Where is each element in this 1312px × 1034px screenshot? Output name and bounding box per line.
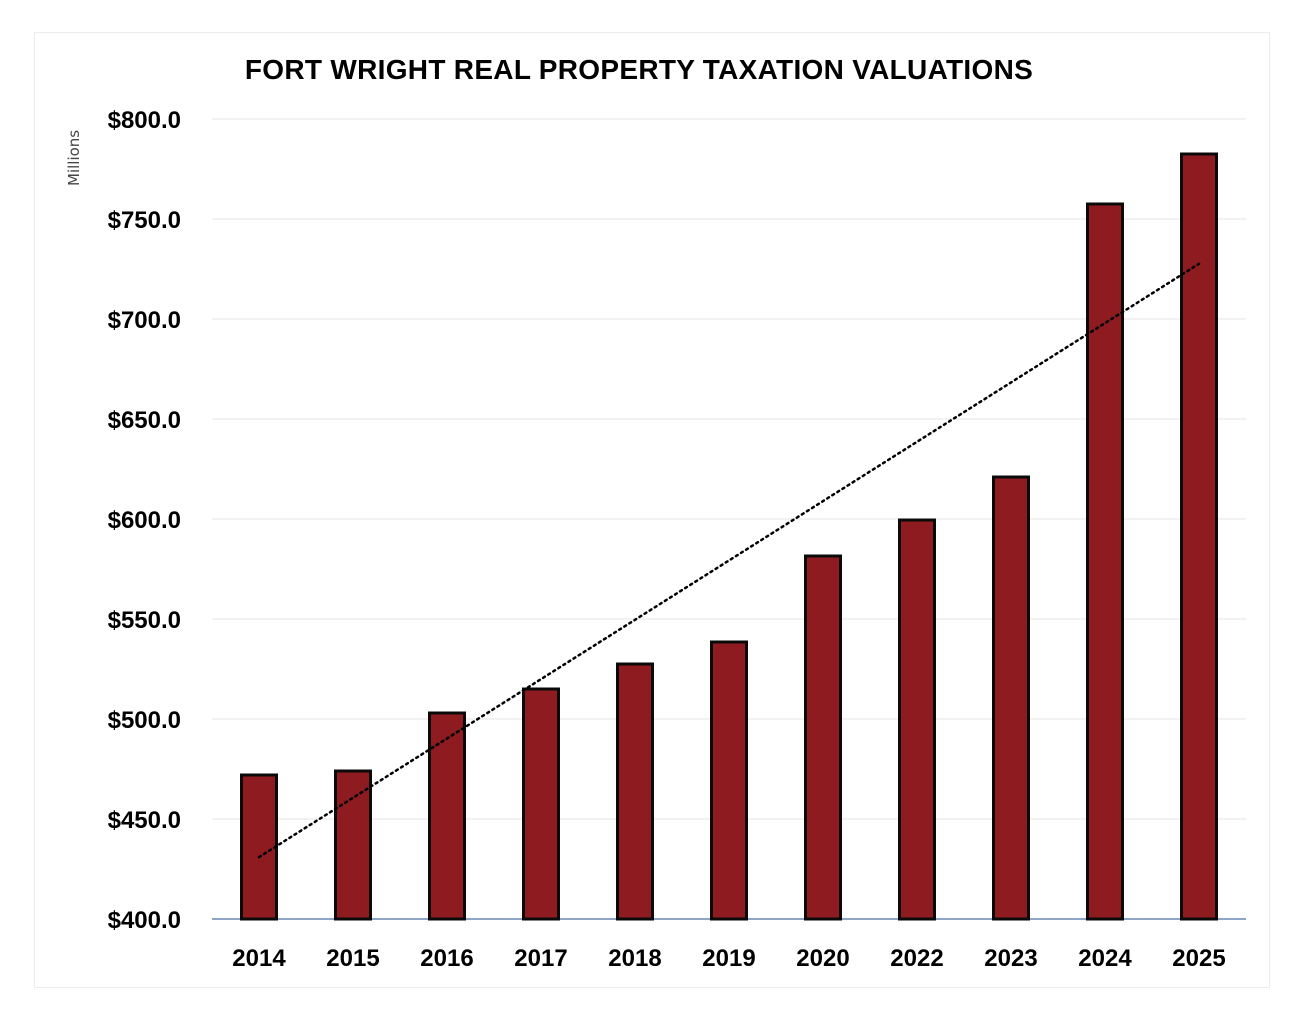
y-tick-label: $750.0: [108, 207, 181, 234]
y-tick-label: $650.0: [108, 407, 181, 434]
bar-2017: [522, 687, 560, 921]
y-tick-label: $450.0: [108, 807, 181, 834]
x-tick-labels: 2014 2015 2016 2017 2018 2019 2020 2022 2023 2024…: [232, 945, 1225, 972]
bar-2014: [240, 773, 278, 921]
x-tick-label: 2022: [890, 945, 943, 972]
bar-2024: [1086, 202, 1124, 921]
bar-2018: [616, 662, 654, 921]
x-tick-label: 2023: [984, 945, 1037, 972]
bar-2025: [1180, 152, 1218, 921]
bar-2015: [334, 769, 372, 921]
x-tick-label: 2024: [1078, 945, 1132, 972]
y-axis-unit-label: Millions: [65, 130, 83, 186]
x-tick-label: 2019: [702, 945, 755, 972]
y-tick-label: $400.0: [108, 907, 181, 934]
y-tick-label: $800.0: [108, 107, 181, 134]
y-tick-label: $700.0: [108, 307, 181, 334]
x-tick-label: 2018: [608, 945, 661, 972]
x-tick-label: 2015: [326, 945, 379, 972]
y-tick-labels: $400.0 $450.0 $500.0 $550.0 $600.0 $650.0 $700…: [108, 107, 181, 934]
trendline-layer: [257, 262, 1201, 859]
x-tick-label: 2025: [1172, 945, 1225, 972]
x-tick-label: 2017: [514, 945, 567, 972]
y-tick-label: $500.0: [108, 707, 181, 734]
bars: [240, 152, 1218, 921]
y-tick-label: $600.0: [108, 507, 181, 534]
y-tick-label: $550.0: [108, 607, 181, 634]
bar-2022: [898, 518, 936, 921]
bar-2020: [804, 554, 842, 921]
trendline: [257, 262, 1201, 859]
chart-title: FORT WRIGHT REAL PROPERTY TAXATION VALUA…: [244, 54, 1034, 85]
x-tick-label: 2014: [232, 945, 286, 972]
grid-lines: [212, 118, 1246, 820]
bar-2023: [992, 475, 1030, 921]
bar-2019: [710, 640, 748, 921]
x-tick-label: 2016: [420, 945, 473, 972]
x-tick-label: 2020: [796, 945, 849, 972]
bar-2016: [428, 711, 466, 921]
